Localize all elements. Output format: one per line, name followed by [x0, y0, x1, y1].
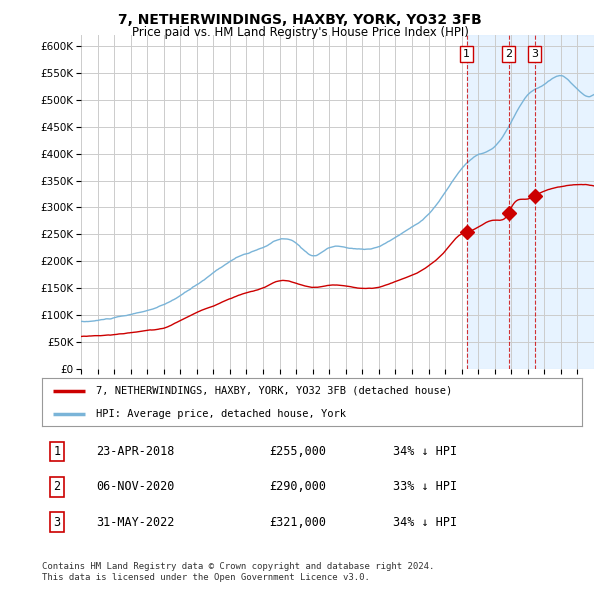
Text: 7, NETHERWINDINGS, HAXBY, YORK, YO32 3FB (detached house): 7, NETHERWINDINGS, HAXBY, YORK, YO32 3FB…	[96, 386, 452, 396]
Text: 23-APR-2018: 23-APR-2018	[96, 445, 175, 458]
Text: 34% ↓ HPI: 34% ↓ HPI	[393, 445, 457, 458]
Text: 2: 2	[53, 480, 61, 493]
Text: £290,000: £290,000	[269, 480, 326, 493]
Text: 3: 3	[531, 49, 538, 59]
Text: Contains HM Land Registry data © Crown copyright and database right 2024.: Contains HM Land Registry data © Crown c…	[42, 562, 434, 571]
Text: HPI: Average price, detached house, York: HPI: Average price, detached house, York	[96, 409, 346, 419]
Text: 7, NETHERWINDINGS, HAXBY, YORK, YO32 3FB: 7, NETHERWINDINGS, HAXBY, YORK, YO32 3FB	[118, 13, 482, 27]
Text: 34% ↓ HPI: 34% ↓ HPI	[393, 516, 457, 529]
Text: 33% ↓ HPI: 33% ↓ HPI	[393, 480, 457, 493]
Text: Price paid vs. HM Land Registry's House Price Index (HPI): Price paid vs. HM Land Registry's House …	[131, 26, 469, 39]
Text: 06-NOV-2020: 06-NOV-2020	[96, 480, 175, 493]
Text: £255,000: £255,000	[269, 445, 326, 458]
Text: 2: 2	[505, 49, 512, 59]
Text: 3: 3	[53, 516, 61, 529]
Text: 1: 1	[53, 445, 61, 458]
Text: This data is licensed under the Open Government Licence v3.0.: This data is licensed under the Open Gov…	[42, 573, 370, 582]
Text: £321,000: £321,000	[269, 516, 326, 529]
Text: 1: 1	[463, 49, 470, 59]
Text: 31-MAY-2022: 31-MAY-2022	[96, 516, 175, 529]
Bar	[467, 35, 594, 369]
